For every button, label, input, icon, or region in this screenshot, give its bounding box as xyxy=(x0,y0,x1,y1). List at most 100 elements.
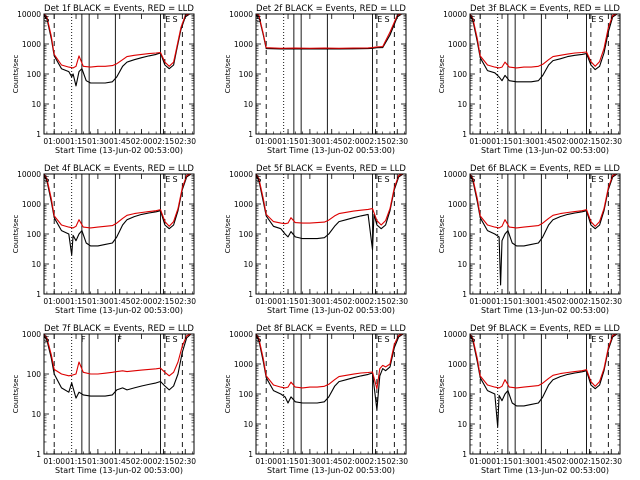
x-axis-label: Start Time (13-Jun-02 00:53:00) xyxy=(267,466,395,475)
x-tick-label-3: 01:30 xyxy=(513,457,535,466)
x-axis-label: Start Time (13-Jun-02 00:53:00) xyxy=(481,466,609,475)
x-axis-label: Start Time (13-Jun-02 00:53:00) xyxy=(55,146,183,155)
marker-label-1: S xyxy=(256,15,261,24)
y-tick-label-5: 10000 xyxy=(229,170,253,179)
x-tick-label-4: 01:45 xyxy=(535,297,557,306)
x-tick-label-5: 02:00 xyxy=(131,457,153,466)
x-tick-label-6: 02:15 xyxy=(365,457,387,466)
marker-label-1: S xyxy=(256,335,261,344)
marker-label-3: F xyxy=(117,335,122,344)
x-tick-label-5: 02:00 xyxy=(131,297,153,306)
series-group xyxy=(256,174,406,251)
y-tick-label-1: 1 xyxy=(462,450,467,459)
marker-label-3: S xyxy=(385,335,390,344)
x-tick-label-7: 02:30 xyxy=(174,137,196,146)
x-tick-label-4: 01:45 xyxy=(109,297,131,306)
x-axis-label: Start Time (13-Jun-02 00:53:00) xyxy=(481,306,609,315)
x-tick-label-4: 01:45 xyxy=(321,457,343,466)
y-tick-label-5: 10000 xyxy=(17,10,41,19)
x-tick-label-5: 02:00 xyxy=(343,297,365,306)
y-tick-label-3: 100 xyxy=(27,70,42,79)
x-tick-label-2: 01:15 xyxy=(65,457,87,466)
series-line-lld xyxy=(44,174,194,229)
y-tick-label-1: 1 xyxy=(36,130,41,139)
marker-label-1: S xyxy=(470,15,475,24)
marker-label-1: S xyxy=(44,335,49,344)
x-tick-label-2: 01:15 xyxy=(491,457,513,466)
series-line-events xyxy=(256,174,406,251)
y-tick-label-2: 10 xyxy=(243,100,253,109)
x-tick-label-2: 01:15 xyxy=(277,137,299,146)
marker-label-3: S xyxy=(385,15,390,24)
x-tick-label-4: 01:45 xyxy=(535,457,557,466)
marker-label-2: E xyxy=(591,335,596,344)
chart-title: Det 8f BLACK = Events, RED = LLD xyxy=(256,324,406,334)
y-tick-label-4: 1000 xyxy=(448,200,467,209)
y-tick-label-3: 100 xyxy=(453,70,468,79)
series-group xyxy=(256,14,406,50)
x-axis-label: Start Time (13-Jun-02 00:53:00) xyxy=(55,466,183,475)
x-tick-label-6: 02:15 xyxy=(579,137,601,146)
x-tick-label-6: 02:15 xyxy=(365,137,387,146)
x-tick-label-6: 02:15 xyxy=(153,137,175,146)
x-axis-label: Start Time (13-Jun-02 00:53:00) xyxy=(481,146,609,155)
y-tick-label-2: 10 xyxy=(243,420,253,429)
marker-label-1: S xyxy=(256,175,261,184)
y-tick-label-1: 1 xyxy=(36,290,41,299)
x-tick-label-7: 02:30 xyxy=(600,297,622,306)
series-group xyxy=(470,14,620,83)
x-tick-label-1: 01:00 xyxy=(255,137,277,146)
marker-label-2: E xyxy=(591,15,596,24)
x-tick-label-4: 01:45 xyxy=(109,137,131,146)
x-tick-label-1: 01:00 xyxy=(43,457,65,466)
marker-label-1: S xyxy=(470,335,475,344)
x-tick-label-6: 02:15 xyxy=(153,457,175,466)
x-tick-label-1: 01:00 xyxy=(255,457,277,466)
x-axis-label: Start Time (13-Jun-02 00:53:00) xyxy=(267,146,395,155)
y-tick-label-2: 10 xyxy=(31,260,41,269)
x-tick-label-6: 02:15 xyxy=(365,297,387,306)
x-tick-label-1: 01:00 xyxy=(469,137,491,146)
series-line-lld xyxy=(44,14,194,69)
y-tick-label-1: 1 xyxy=(248,130,253,139)
y-tick-label-3: 100 xyxy=(27,230,42,239)
x-tick-label-6: 02:15 xyxy=(579,457,601,466)
series-line-events xyxy=(44,334,194,399)
marker-label-2: E xyxy=(377,175,382,184)
chart-title: Det 7f BLACK = Events, RED = LLD xyxy=(44,324,194,334)
y-axis-label: Counts/sec xyxy=(224,55,232,94)
x-tick-label-7: 02:30 xyxy=(386,297,408,306)
y-tick-label-2: 10 xyxy=(31,100,41,109)
x-tick-label-7: 02:30 xyxy=(386,137,408,146)
chart-title: Det 1f BLACK = Events, RED = LLD xyxy=(44,4,194,14)
series-line-lld xyxy=(44,334,194,377)
y-tick-label-5: 10000 xyxy=(17,170,41,179)
marker-label-2: E xyxy=(377,335,382,344)
x-tick-label-6: 02:15 xyxy=(153,297,175,306)
series-line-lld xyxy=(470,174,620,229)
series-line-events xyxy=(470,14,620,83)
x-tick-label-3: 01:30 xyxy=(299,457,321,466)
y-tick-label-5: 10000 xyxy=(443,330,467,339)
series-line-lld xyxy=(256,334,406,390)
marker-label-2: E xyxy=(165,175,170,184)
series-group xyxy=(44,334,194,399)
y-axis-label: Counts/sec xyxy=(438,55,446,94)
marker-label-1: S xyxy=(44,175,49,184)
x-tick-label-4: 01:45 xyxy=(321,297,343,306)
y-tick-label-5: 10000 xyxy=(443,170,467,179)
chart-title: Det 2f BLACK = Events, RED = LLD xyxy=(256,4,406,14)
y-tick-label-2: 10 xyxy=(457,100,467,109)
chart-title: Det 9f BLACK = Events, RED = LLD xyxy=(470,324,620,334)
marker-label-4: E xyxy=(165,335,170,344)
x-tick-label-2: 01:15 xyxy=(277,297,299,306)
